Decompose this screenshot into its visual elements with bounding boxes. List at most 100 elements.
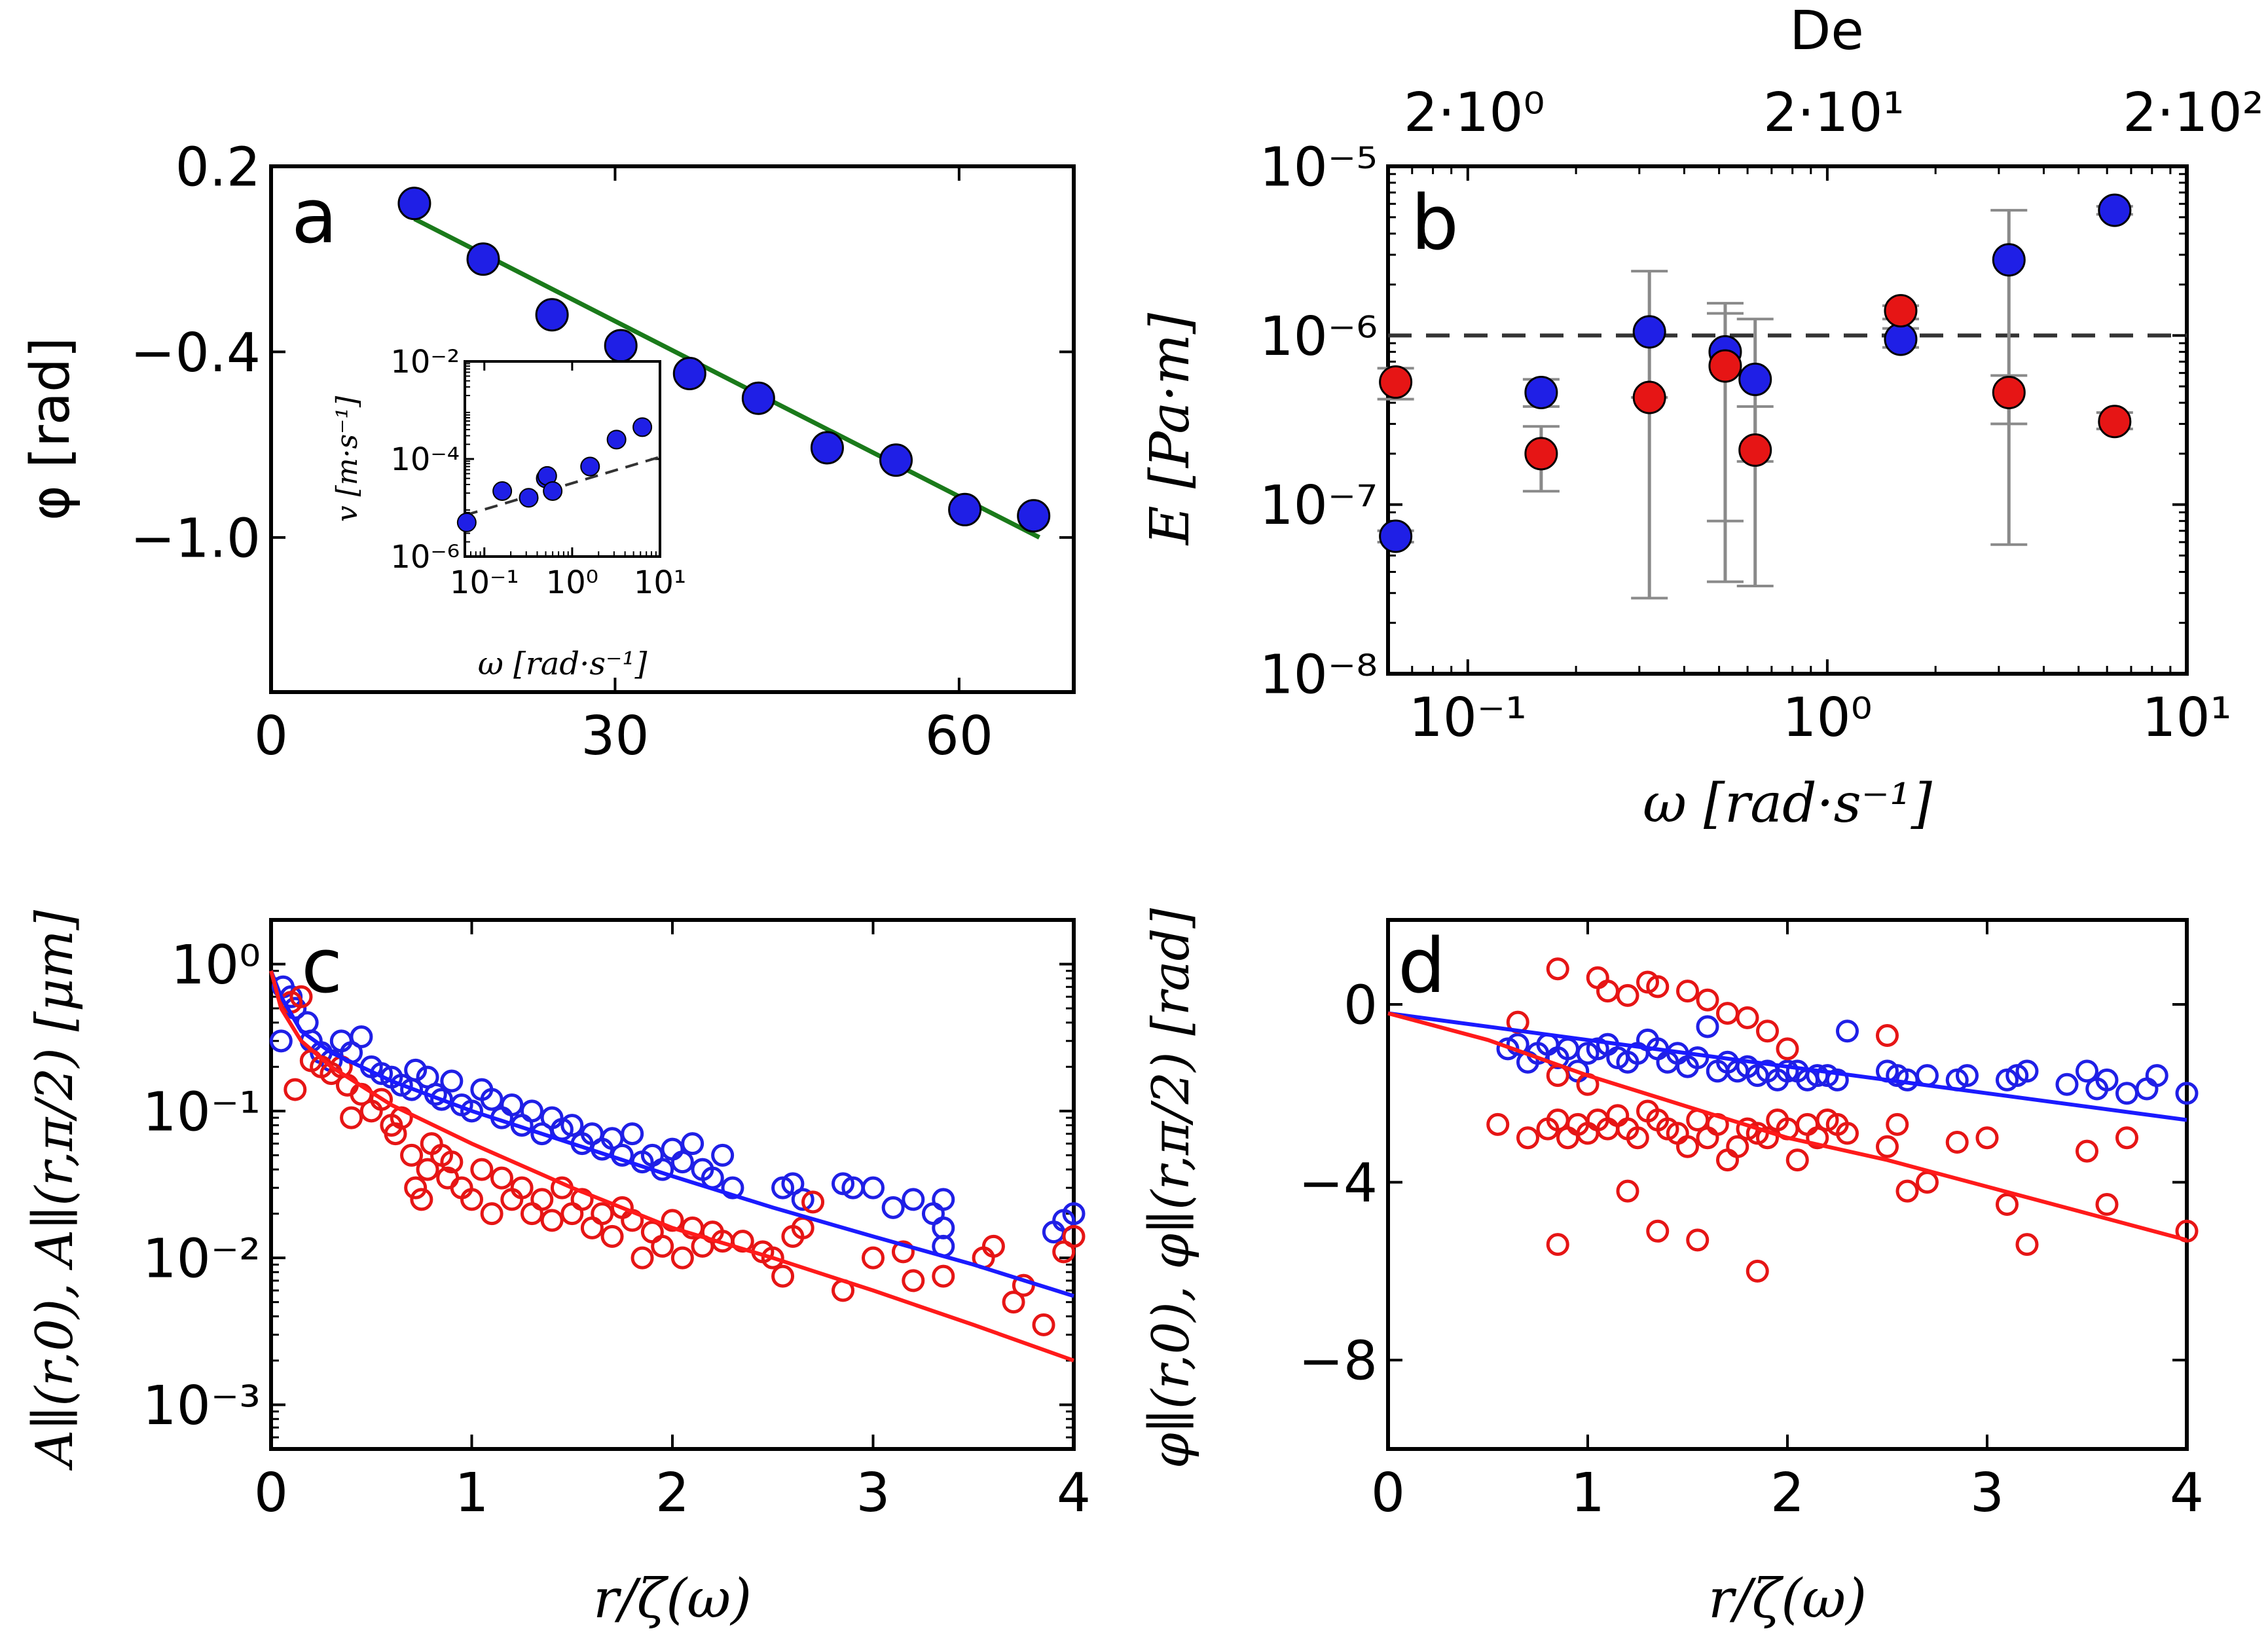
data-point-blue <box>1992 243 2026 277</box>
data-point-red <box>1524 437 1558 471</box>
data-point-blue <box>430 1088 454 1111</box>
x-axis-label: r/ζ(ω) <box>593 1568 752 1630</box>
inset-x-tick-label: 10⁻¹ <box>450 564 519 601</box>
panel-b: 10⁻¹ 10⁰ 10¹ 10⁻⁸ 10⁻⁷ 10⁻⁶ 10⁻⁵ 2·10⁰ 2·10¹ 2·10… <box>1139 0 2264 835</box>
data-point-blue <box>670 1150 694 1174</box>
data-point-red <box>340 1106 363 1129</box>
y-tick-label: 10⁻⁶ <box>1260 306 1378 368</box>
x-tick-label: 1 <box>1571 1462 1605 1524</box>
panel-a: 0 30 60 0.2 −0.4 −1.0 φ [rad] a 10⁻¹ 10⁰ 10¹ 10⁻⁶ 10… <box>20 137 1076 767</box>
x-tick-label: 2 <box>1770 1462 1804 1524</box>
y-tick-label: −4 <box>1298 1152 1378 1215</box>
panel-label: b <box>1411 179 1459 267</box>
data-point-red <box>1676 980 1699 1003</box>
inset-x-tick-label: 10¹ <box>634 564 686 601</box>
fit-line <box>413 217 1041 540</box>
x-tick-label: 2 <box>655 1462 689 1524</box>
inset-data-point <box>606 430 627 450</box>
panel-c: 0 1 2 3 4 10⁰ 10⁻¹ 10⁻² 10⁻³ r/ζ(ω) A∥(r,0), A∥(r,… <box>26 909 1091 1630</box>
data-point-red <box>1736 1006 1759 1029</box>
data-point-blue <box>560 1114 584 1137</box>
x-tick-label: 30 <box>581 705 649 767</box>
data-point-red <box>1052 1240 1076 1264</box>
data-point-red <box>1785 1148 1809 1172</box>
data-point-blue <box>2135 1077 2159 1101</box>
data-point <box>466 242 500 276</box>
data-point-red <box>1796 1112 1819 1136</box>
y-tick-label: 0.2 <box>175 137 261 199</box>
x-tick-label: 3 <box>856 1462 890 1524</box>
data-point-red <box>600 1224 624 1248</box>
data-point-blue <box>1825 1068 1849 1091</box>
data-point-red <box>1696 988 1719 1012</box>
inset-data-point <box>632 417 653 437</box>
x-tick-label: 10¹ <box>2142 687 2231 749</box>
data-point-red <box>862 1246 885 1270</box>
data-point-red <box>1716 1148 1739 1172</box>
data-point-blue <box>404 1058 428 1082</box>
panel-d: 0 1 2 3 4 0 −4 −8 r/ζ(ω) φ∥(r,0), φ∥(r,π/2) [rad]… <box>1142 908 2204 1630</box>
y-tick-label: 10⁰ <box>171 934 261 997</box>
inset-y-axis-label: v [m·s⁻¹] <box>331 395 364 522</box>
data-point-red <box>761 1246 784 1270</box>
x-tick-label: 0 <box>254 705 288 767</box>
y-tick-label: 10⁻¹ <box>143 1081 261 1143</box>
y-axis-label: A∥(r,0), A∥(r,π/2) [μm] <box>26 909 84 1471</box>
inset-y-tick-label: 10⁻⁴ <box>390 441 460 478</box>
y-tick-label: −0.4 <box>130 322 261 384</box>
panel-label: a <box>291 173 337 261</box>
data-point-red <box>400 1143 424 1167</box>
inset-data-point <box>492 481 513 501</box>
inset-fit-line <box>464 455 661 517</box>
x-tick-label: 10⁻¹ <box>1409 687 1527 749</box>
inset-y-tick-label: 10⁻² <box>390 344 460 380</box>
data-point-blue <box>661 1137 684 1161</box>
data-point-blue <box>1738 362 1772 396</box>
data-point-red <box>1836 1122 1859 1145</box>
data-point-red <box>1632 380 1666 414</box>
inset-data-point <box>543 481 563 501</box>
data-point-red <box>1596 980 1619 1003</box>
data-point-red <box>1616 1179 1639 1203</box>
data-point-red <box>2095 1193 2119 1217</box>
data-point-blue <box>350 1025 373 1049</box>
data-point-red <box>416 1158 439 1181</box>
data-point-red <box>1806 1126 1829 1150</box>
top-tick-label: 2·10² <box>2123 82 2263 144</box>
data-point-red <box>1032 1313 1055 1336</box>
data-point-red <box>1876 1135 1899 1158</box>
data-point-red <box>1646 1219 1670 1243</box>
top-tick-label: 2·10¹ <box>1763 82 1904 144</box>
data-point-red <box>1516 1126 1539 1150</box>
data-point-red <box>1726 1135 1749 1158</box>
fit-line-blue <box>269 970 1074 1298</box>
data-point-red <box>440 1150 464 1174</box>
x-tick-label: 0 <box>254 1462 288 1524</box>
data-point-red <box>1716 1002 1739 1025</box>
data-point-blue <box>1506 1033 1529 1056</box>
x-tick-label: 0 <box>1371 1462 1405 1524</box>
data-point-red <box>1708 349 1742 383</box>
data-point-red <box>580 1216 604 1239</box>
panel-label: d <box>1398 923 1446 1010</box>
data-point-red <box>1975 1126 1999 1150</box>
x-axis-label: r/ζ(ω) <box>1708 1568 1867 1630</box>
data-point <box>879 443 913 477</box>
panel-label: c <box>301 923 342 1010</box>
data-point-blue <box>771 1176 795 1200</box>
data-point-red <box>410 1188 433 1211</box>
fit-line-blue <box>1387 1011 2187 1122</box>
data-point-blue <box>711 1143 735 1167</box>
y-tick-label: 0 <box>1344 975 1378 1037</box>
data-point-red <box>1546 1233 1569 1256</box>
axes-frame <box>269 918 1076 1451</box>
data-point-blue <box>2098 193 2132 227</box>
data-point-red <box>1895 1179 1919 1203</box>
data-point-red <box>640 1220 664 1244</box>
data-point-red <box>1646 975 1670 999</box>
data-point-red <box>1586 966 1609 989</box>
data-point-red <box>801 1190 825 1214</box>
data-point <box>1017 499 1051 533</box>
data-point-red <box>2175 1219 2199 1243</box>
data-point-blue <box>921 1202 945 1226</box>
